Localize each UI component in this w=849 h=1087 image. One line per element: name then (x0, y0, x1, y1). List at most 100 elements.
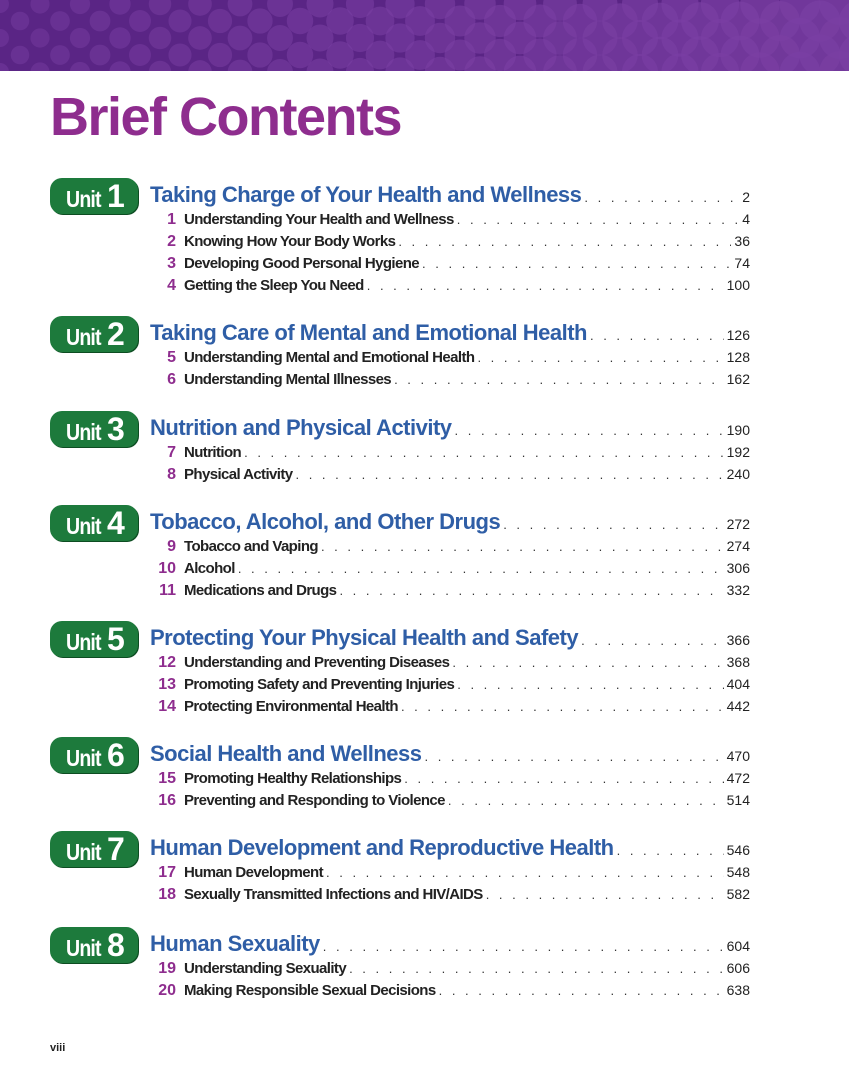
chapter-title: Physical Activity (184, 466, 293, 483)
chapter-page: 240 (726, 466, 750, 482)
unit-label: Unit (66, 324, 101, 350)
chapter-entry[interactable]: 14 Protecting Environmental Health . . . … (150, 698, 750, 720)
dot-leader: . . . . . . . . . . . . . . . . . . . . … (616, 843, 724, 858)
chapter-entry[interactable]: 20 Making Responsible Sexual Decisions . … (150, 982, 750, 1004)
unit-title: Social Health and Wellness (150, 741, 422, 766)
unit-title: Nutrition and Physical Activity (150, 415, 452, 440)
dot-leader: . . . . . . . . . . . . . . . . . . . . … (447, 793, 724, 808)
chapter-title: Medications and Drugs (184, 582, 337, 599)
chapter-title: Human Development (184, 864, 324, 881)
unit-page: 366 (726, 632, 750, 648)
chapter-entry[interactable]: 19 Understanding Sexuality . . . . . . . … (150, 960, 750, 982)
dot-leader: . . . . . . . . . . . . . . . . . . . . … (326, 865, 724, 880)
chapter-entry[interactable]: 17 Human Development . . . . . . . . . . … (150, 864, 750, 886)
chapter-page: 332 (726, 582, 750, 598)
dot-leader: . . . . . . . . . . . . . . . . . . . . … (400, 699, 724, 714)
chapter-title: Sexually Transmitted Infections and HIV/… (184, 886, 483, 903)
chapter-title: Nutrition (184, 444, 242, 461)
unit-heading[interactable]: Social Health and Wellness . . . . . . .… (150, 741, 750, 767)
unit-badge: Unit 7 (50, 831, 138, 867)
chapter-title: Promoting Safety and Preventing Injuries (184, 676, 455, 693)
unit-heading[interactable]: Taking Charge of Your Health and Wellnes… (150, 182, 750, 208)
unit-badge: Unit 5 (50, 621, 138, 657)
dot-leader: . . . . . . . . . . . . . . . . . . . . … (244, 445, 724, 460)
chapter-number: 19 (158, 960, 176, 977)
dot-leader: . . . . . . . . . . . . . . . . . . . . … (320, 539, 724, 554)
chapter-number: 14 (158, 698, 176, 715)
chapter-entry[interactable]: 3 Developing Good Personal Hygiene . . . … (150, 255, 750, 277)
unit-number: 7 (106, 831, 125, 867)
chapter-number: 7 (167, 444, 176, 461)
unit-page: 604 (726, 938, 750, 954)
unit-page: 272 (726, 516, 750, 532)
chapter-entry[interactable]: 16 Preventing and Responding to Violence … (150, 792, 750, 814)
unit-page: 470 (726, 748, 750, 764)
chapter-entry[interactable]: 8 Physical Activity . . . . . . . . . . .… (150, 466, 750, 488)
chapter-page: 638 (726, 982, 750, 998)
chapter-number: 8 (167, 466, 176, 483)
chapter-entry[interactable]: 5 Understanding Mental and Emotional Heal… (150, 349, 750, 371)
unit-title: Human Sexuality (150, 931, 320, 956)
unit-badge: Unit 4 (50, 505, 138, 541)
unit-heading[interactable]: Protecting Your Physical Health and Safe… (150, 625, 750, 651)
dot-leader: . . . . . . . . . . . . . . . . . . . . … (477, 350, 723, 365)
unit-heading[interactable]: Human Sexuality . . . . . . . . . . . . … (150, 931, 750, 957)
chapter-entry[interactable]: 2 Knowing How Your Body Works . . . . . .… (150, 233, 750, 255)
chapter-number: 3 (167, 255, 176, 272)
dot-leader: . . . . . . . . . . . . . . . . . . . . … (457, 677, 723, 692)
chapter-title: Alcohol (184, 560, 235, 577)
chapter-entry[interactable]: 9 Tobacco and Vaping . . . . . . . . . . … (150, 538, 750, 560)
chapter-entry[interactable]: 12 Understanding and Preventing Diseases … (150, 654, 750, 676)
chapter-entry[interactable]: 6 Understanding Mental Illnesses . . . . … (150, 371, 750, 393)
dot-leader: . . . . . . . . . . . . . . . . . . . . … (503, 517, 723, 532)
dot-leader: . . . . . . . . . . . . . . . . . . . . … (339, 583, 723, 598)
chapter-entry[interactable]: 18 Sexually Transmitted Infections and HI… (150, 886, 750, 908)
chapter-entry[interactable]: 13 Promoting Safety and Preventing Injuri… (150, 676, 750, 698)
unit-title: Human Development and Reproductive Healt… (150, 835, 614, 860)
chapter-number: 16 (158, 792, 176, 809)
dot-leader: . . . . . . . . . . . . . . . . . . . . … (322, 939, 724, 954)
chapter-entry[interactable]: 7 Nutrition . . . . . . . . . . . . . . .… (150, 444, 750, 466)
chapter-number: 2 (167, 233, 176, 250)
chapter-entry[interactable]: 1 Understanding Your Health and Wellness … (150, 211, 750, 233)
dot-leader: . . . . . . . . . . . . . . . . . . . . … (452, 655, 724, 670)
chapter-page: 74 (734, 255, 750, 271)
chapter-number: 6 (167, 371, 176, 388)
unit-label: Unit (66, 839, 101, 865)
chapter-page: 306 (726, 560, 750, 576)
chapter-entry[interactable]: 11 Medications and Drugs . . . . . . . . … (150, 582, 750, 604)
chapter-page: 368 (726, 654, 750, 670)
chapter-title: Tobacco and Vaping (184, 538, 319, 555)
page-title: Brief Contents (50, 87, 403, 147)
unit-heading[interactable]: Human Development and Reproductive Healt… (150, 835, 750, 861)
unit-title: Taking Care of Mental and Emotional Heal… (150, 320, 587, 345)
chapter-page: 472 (726, 770, 750, 786)
unit-number: 5 (106, 621, 125, 657)
unit-heading[interactable]: Taking Care of Mental and Emotional Heal… (150, 320, 750, 346)
chapter-page: 192 (726, 444, 750, 460)
unit-badge: Unit 1 (50, 178, 138, 214)
chapter-title: Knowing How Your Body Works (184, 233, 396, 250)
unit-badge: Unit 8 (50, 927, 138, 963)
chapter-number: 4 (167, 277, 176, 294)
dot-leader: . . . . . . . . . . . . . . . . . . . . … (404, 771, 723, 786)
chapter-entry[interactable]: 10 Alcohol . . . . . . . . . . . . . . . … (150, 560, 750, 582)
chapter-page: 4 (742, 211, 750, 227)
unit-page: 2 (742, 189, 750, 205)
dot-leader: . . . . . . . . . . . . . . . . . . . . … (438, 983, 724, 998)
unit-title: Tobacco, Alcohol, and Other Drugs (150, 509, 501, 534)
chapter-title: Understanding Mental Illnesses (184, 371, 392, 388)
chapter-title: Protecting Environmental Health (184, 698, 399, 715)
chapter-entry[interactable]: 4 Getting the Sleep You Need . . . . . . … (150, 277, 750, 299)
unit-number: 1 (106, 178, 125, 214)
unit-heading[interactable]: Nutrition and Physical Activity . . . . … (150, 415, 750, 441)
dot-leader: . . . . . . . . . . . . . . . . . . . . … (398, 234, 731, 249)
chapter-entry[interactable]: 15 Promoting Healthy Relationships . . . … (150, 770, 750, 792)
unit-heading[interactable]: Tobacco, Alcohol, and Other Drugs . . . … (150, 509, 750, 535)
chapter-title: Understanding Your Health and Wellness (184, 211, 454, 228)
unit-badge: Unit 3 (50, 411, 138, 447)
chapter-number: 17 (158, 864, 176, 881)
unit-badge: Unit 6 (50, 737, 138, 773)
chapter-title: Making Responsible Sexual Decisions (184, 982, 436, 999)
unit-title: Taking Charge of Your Health and Wellnes… (150, 182, 582, 207)
